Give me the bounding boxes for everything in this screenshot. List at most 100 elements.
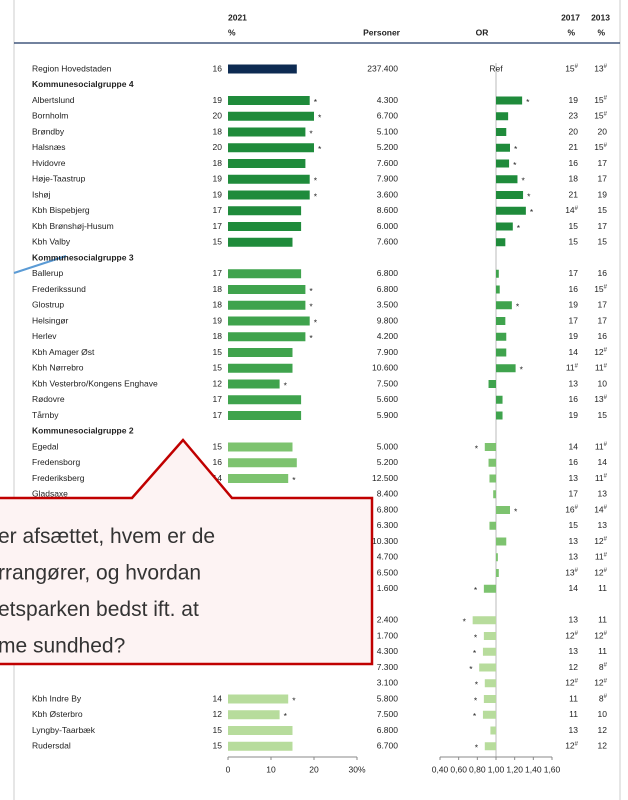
year-value: 13 bbox=[569, 725, 579, 735]
year-value: 19 bbox=[569, 300, 579, 310]
year-value: 12# bbox=[565, 741, 578, 751]
or-tick-label: 1,00 bbox=[488, 764, 505, 774]
year-value: 16 bbox=[598, 331, 608, 341]
or-bar bbox=[496, 175, 518, 184]
row-label: Glostrup bbox=[32, 300, 64, 310]
pct-value: 15 bbox=[213, 441, 223, 451]
row-label: Halsnæs bbox=[32, 142, 66, 152]
row-label: Helsingør bbox=[32, 315, 69, 325]
callout-text: me sundhed? bbox=[0, 635, 125, 658]
year-value: 17 bbox=[598, 174, 608, 184]
x-tick-label: 30% bbox=[348, 764, 365, 774]
header: % bbox=[597, 27, 605, 37]
sig-mark: * bbox=[314, 317, 318, 327]
year-value: 15# bbox=[594, 142, 607, 152]
year-value: 18 bbox=[569, 174, 579, 184]
sig-mark: * bbox=[469, 664, 473, 674]
year-value: 19 bbox=[598, 189, 608, 199]
year-value: 8# bbox=[599, 693, 608, 703]
or-bar bbox=[483, 584, 496, 593]
sig-mark: * bbox=[527, 191, 531, 201]
sig-mark: * bbox=[473, 648, 477, 658]
persons-value: 7.500 bbox=[377, 378, 399, 388]
callout-text: er afsættet, hvem er de bbox=[0, 525, 215, 548]
year-value: 12# bbox=[594, 536, 607, 546]
pct-value: 14 bbox=[213, 473, 223, 483]
row-label: Fredensborg bbox=[32, 457, 80, 467]
note-mark: # bbox=[604, 142, 608, 148]
persons-value: 7.500 bbox=[377, 709, 399, 719]
note-mark: # bbox=[575, 678, 579, 684]
pct-bar bbox=[228, 96, 310, 105]
sig-mark: * bbox=[318, 144, 322, 154]
year-value: 13 bbox=[569, 378, 579, 388]
persons-value: 6.700 bbox=[377, 111, 399, 121]
pct-value: 12 bbox=[213, 378, 223, 388]
row-label: Herlev bbox=[32, 331, 57, 341]
sig-mark: * bbox=[521, 176, 525, 186]
pct-bar bbox=[228, 363, 293, 373]
year-value: 13# bbox=[594, 394, 607, 404]
persons-value: 5.200 bbox=[377, 457, 399, 467]
year-value: 17 bbox=[569, 268, 579, 278]
sig-mark: * bbox=[309, 286, 313, 296]
year-value: 17 bbox=[598, 300, 608, 310]
callout-box bbox=[0, 438, 374, 666]
year-value: 19 bbox=[569, 95, 579, 105]
sig-mark: * bbox=[309, 302, 313, 312]
or-bar bbox=[496, 112, 509, 121]
pct-value: 15 bbox=[213, 347, 223, 357]
pct-value: 15 bbox=[213, 725, 223, 735]
sig-mark: * bbox=[513, 160, 517, 170]
pct-bar bbox=[228, 206, 302, 216]
pct-bar bbox=[228, 159, 306, 168]
row-label: Kbh Vesterbro/Kongens Enghave bbox=[32, 378, 158, 388]
or-bar bbox=[496, 191, 524, 199]
year-value: 15 bbox=[598, 205, 608, 215]
sig-mark: * bbox=[473, 711, 477, 721]
year-value: 15# bbox=[594, 111, 607, 121]
or-bar bbox=[496, 143, 510, 152]
pct-bar bbox=[228, 694, 289, 704]
row-label: Egedal bbox=[32, 441, 59, 451]
note-mark: # bbox=[575, 568, 579, 574]
or-tick-label: 0,40 bbox=[432, 764, 449, 774]
persons-value: 7.600 bbox=[377, 158, 399, 168]
pct-bar bbox=[228, 285, 306, 294]
year-value: 14 bbox=[569, 441, 579, 451]
or-tick-label: 0,60 bbox=[450, 764, 467, 774]
year-value: 13 bbox=[569, 473, 579, 483]
pct-value: 17 bbox=[213, 394, 223, 404]
group-label: Kommunesocialgruppe 2 bbox=[32, 426, 134, 436]
note-mark: # bbox=[604, 111, 608, 117]
year-value: 11 bbox=[598, 615, 607, 625]
year-value: 13 bbox=[569, 615, 579, 625]
sig-mark: * bbox=[318, 113, 322, 123]
year-value: 12 bbox=[598, 725, 608, 735]
year-value: 11 bbox=[598, 583, 607, 593]
sig-mark: * bbox=[284, 711, 288, 721]
persons-value: 5.000 bbox=[377, 441, 399, 451]
year-value: 11# bbox=[595, 473, 608, 483]
group-label: Kommunesocialgruppe 3 bbox=[32, 252, 134, 262]
year-value: 15 bbox=[598, 237, 608, 247]
sig-mark: * bbox=[516, 302, 520, 312]
year-value: 15# bbox=[565, 63, 578, 73]
note-mark: # bbox=[575, 363, 579, 369]
sig-mark: * bbox=[463, 617, 467, 627]
persons-value: 7.600 bbox=[377, 237, 399, 247]
persons-value: 3.600 bbox=[377, 189, 399, 199]
year-value: 12# bbox=[594, 678, 607, 688]
year-value: 13# bbox=[594, 63, 607, 73]
sig-mark: * bbox=[314, 176, 318, 186]
or-bar bbox=[483, 695, 496, 703]
year-value: 12# bbox=[594, 567, 607, 577]
or-bar bbox=[484, 443, 496, 451]
pct-value: 12 bbox=[213, 709, 223, 719]
sig-mark: * bbox=[314, 97, 318, 107]
year-value: 14# bbox=[565, 205, 578, 215]
row-label: Tårnby bbox=[32, 410, 59, 420]
note-mark: # bbox=[604, 568, 608, 574]
